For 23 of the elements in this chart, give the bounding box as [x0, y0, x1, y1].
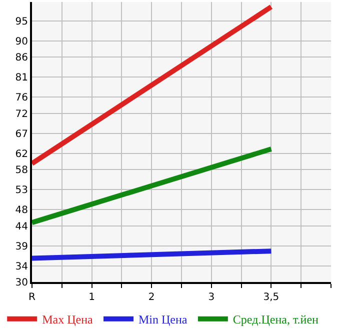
y-tick-label: 44: [15, 221, 28, 232]
x-tick-label: 2: [148, 292, 155, 303]
legend-label: Сред.Цена, т.йен: [232, 312, 320, 327]
y-tick-label: 95: [15, 16, 28, 28]
y-tick-label: 90: [15, 36, 28, 48]
y-tick-label: 86: [15, 52, 28, 64]
x-tick-label: 3,5: [263, 292, 280, 303]
y-tick-label: 67: [15, 128, 28, 140]
y-tick-label: 48: [15, 205, 28, 216]
x-tick-label: 1: [88, 292, 95, 303]
legend-label: Max Цена: [42, 312, 94, 327]
y-tick-label: 34: [15, 261, 28, 272]
y-tick-label: 62: [15, 148, 28, 160]
x-tick-label: R: [28, 292, 36, 303]
y-tick-label: 39: [15, 241, 28, 252]
x-tick-label: 3: [208, 292, 215, 303]
legend-label: Min Цена: [138, 312, 188, 327]
y-tick-label: 72: [15, 108, 28, 120]
y-tick-label: 76: [15, 92, 28, 104]
y-tick-label: 81: [15, 72, 28, 84]
y-tick-label: 58: [15, 165, 28, 176]
y-tick-label: 30: [15, 278, 28, 288]
y-tick-label: 53: [15, 185, 28, 196]
